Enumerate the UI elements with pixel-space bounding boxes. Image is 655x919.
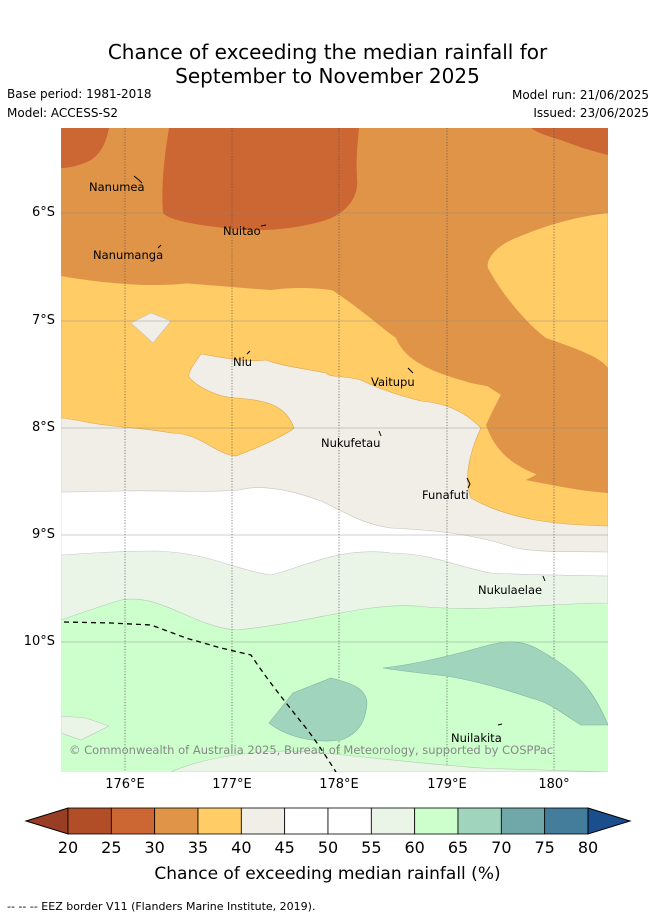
- label-nuitao: Nuitao: [223, 224, 261, 238]
- nanumanga-island: [157, 244, 162, 249]
- colorbar-label: 75: [534, 838, 555, 857]
- niu-island: [246, 350, 251, 355]
- colorbar-segment: [327, 807, 372, 835]
- colorbar-segment: [284, 807, 329, 835]
- colorbar-label: 65: [447, 838, 469, 857]
- band-65-70-west: [268, 677, 368, 742]
- model-run: Model run: 21/06/2025: [511, 88, 649, 102]
- lat-tick-7s: 7°S: [31, 313, 55, 328]
- band-25-30-left: [61, 128, 109, 168]
- latitude-gridlines: [61, 212, 608, 643]
- colorbar-segments: [67, 807, 589, 835]
- lon-tick-178e: 178°E: [319, 777, 359, 792]
- band-25-30-center: [162, 128, 359, 231]
- nukulaelae-island: [542, 575, 546, 582]
- lon-tick-176e: 176°E: [105, 777, 145, 792]
- funafuti-island: [466, 477, 471, 489]
- colorbar-label: 40: [231, 838, 252, 857]
- label-nuilakita: Nuilakita: [451, 731, 502, 745]
- island-markers: [133, 175, 546, 726]
- label-nukufetau: Nukufetau: [321, 436, 380, 450]
- label-nukulaelae: Nukulaelae: [478, 583, 542, 597]
- colorbar-segment: [414, 807, 459, 835]
- nukufetau-island: [378, 430, 382, 437]
- label-vaitupu: Vaitupu: [371, 375, 415, 389]
- title-line-2: September to November 2025: [175, 64, 480, 88]
- lon-tick-180: 180°: [538, 777, 570, 792]
- model-name: Model: ACCESS-S2: [7, 106, 119, 120]
- colorbar-label: 30: [144, 838, 165, 857]
- lat-tick-9s: 9°S: [31, 527, 55, 542]
- colorbar-low-extend: [24, 807, 69, 835]
- vaitupu-island: [407, 367, 414, 374]
- colorbar-label: 60: [404, 838, 425, 857]
- lon-tick-177e: 177°E: [212, 777, 252, 792]
- colorbar-segment: [500, 807, 546, 835]
- colorbar: [24, 807, 632, 835]
- colorbar-segment: [67, 807, 112, 835]
- title-line-1: Chance of exceeding the median rainfall …: [107, 40, 548, 64]
- colorbar-segment: [197, 807, 242, 835]
- label-nanumanga: Nanumanga: [93, 248, 163, 262]
- colorbar-segment: [457, 807, 502, 835]
- nuilakita-island: [497, 723, 503, 726]
- band-25-30-right: [531, 128, 608, 155]
- colorbar-segment: [110, 807, 156, 835]
- colorbar-segment: [154, 807, 199, 835]
- colorbar-segment: [544, 807, 589, 835]
- label-funafuti: Funafuti: [422, 488, 469, 502]
- lat-tick-10s: 10°S: [23, 634, 55, 649]
- colorbar-label: 50: [317, 838, 339, 857]
- band-65-70-east: [382, 641, 608, 726]
- chart-title: Chance of exceeding the median rainfall …: [0, 40, 655, 88]
- base-period: Base period: 1981-2018: [7, 87, 152, 101]
- colorbar-segment: [370, 807, 416, 835]
- colorbar-label: 20: [57, 838, 79, 857]
- colorbar-label: 70: [491, 838, 512, 857]
- colorbar-title: Chance of exceeding median rainfall (%): [154, 864, 501, 884]
- colorbar-label: 80: [577, 838, 599, 857]
- nanumea-island: [133, 175, 143, 184]
- colorbar-label: 35: [187, 838, 209, 857]
- label-nanumea: Nanumea: [89, 180, 145, 194]
- colorbar-segment: [240, 807, 286, 835]
- band-55-60-bottom: [170, 750, 608, 772]
- lat-tick-8s: 8°S: [31, 420, 55, 435]
- band-55-60-strip: [61, 715, 110, 741]
- colorbar-label: 55: [361, 838, 382, 857]
- nuitao-island: [260, 224, 267, 227]
- colorbar-label: 45: [274, 838, 295, 857]
- colorbar-high-extend: [587, 807, 632, 835]
- colorbar-label: 25: [101, 838, 122, 857]
- lat-tick-6s: 6°S: [31, 205, 55, 220]
- issued-date: Issued: 23/06/2025: [533, 106, 649, 120]
- eez-footnote: -- -- -- EEZ border V11 (Flanders Marine…: [7, 900, 316, 913]
- lon-tick-179e: 179°E: [427, 777, 467, 792]
- label-niu: Niu: [233, 355, 252, 369]
- rainfall-map: Nanumea Nuitao Nanumanga Niu Vaitupu Nuk…: [61, 128, 608, 772]
- longitude-gridlines: [124, 128, 555, 772]
- copyright-notice: © Commonwealth of Australia 2025, Bureau…: [69, 743, 553, 757]
